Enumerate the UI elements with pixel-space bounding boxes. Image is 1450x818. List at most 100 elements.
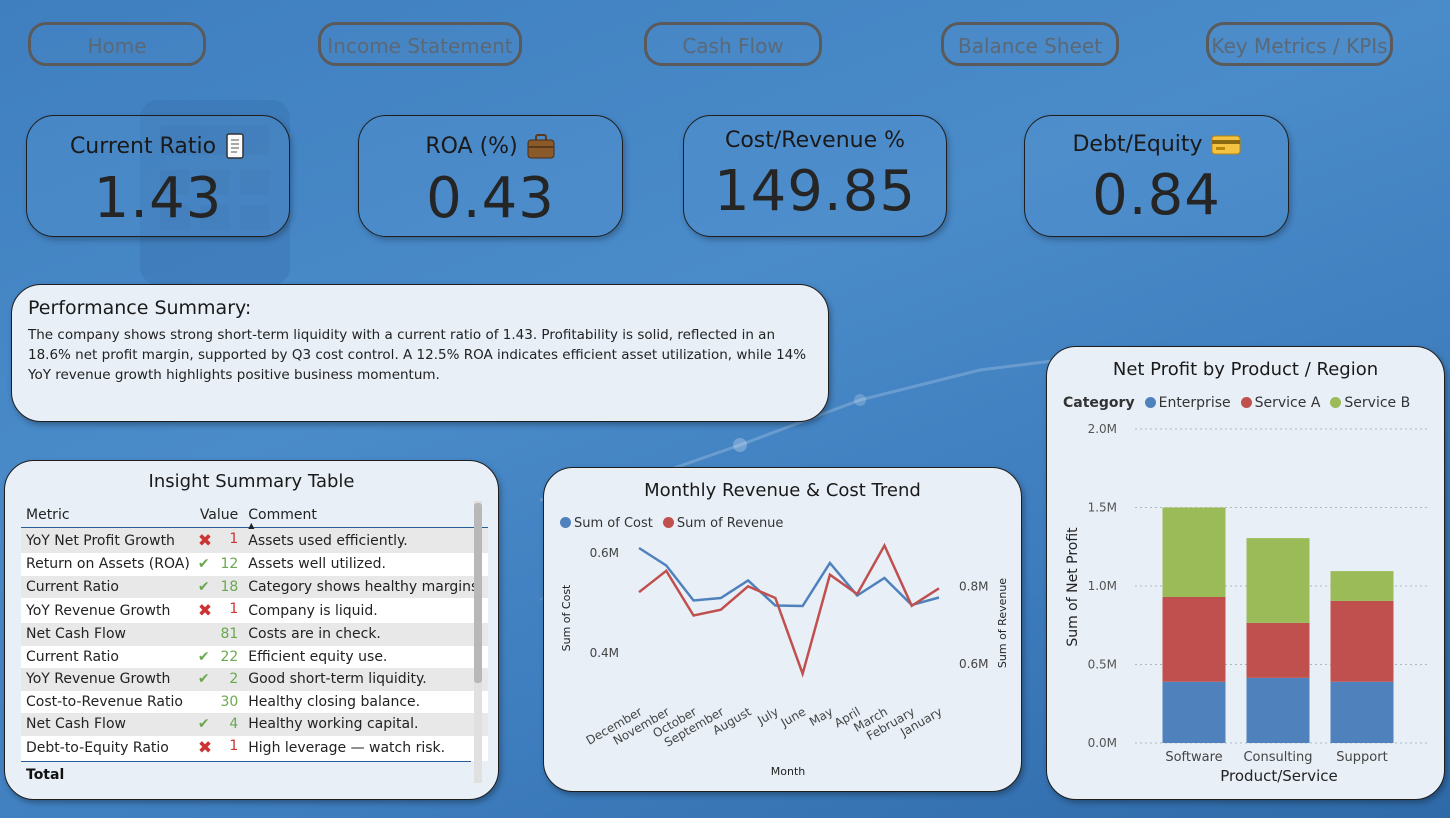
legend-dot-service-b <box>1330 397 1342 408</box>
bar-segment-consulting-enterprise[interactable] <box>1246 677 1310 743</box>
legend-item-enterprise[interactable]: Enterprise <box>1144 395 1231 411</box>
kpi-value: 0.43 <box>426 166 555 231</box>
value-number: 4 <box>229 716 239 733</box>
legend-title: Category <box>1063 395 1135 411</box>
cell-metric: Return on Assets (ROA) <box>21 553 195 576</box>
cell-comment: Efficient equity use. <box>243 645 488 668</box>
bar-segment-software-enterprise[interactable] <box>1162 681 1226 743</box>
table-row[interactable]: Return on Assets (ROA) ✔ 12 Assets well uti… <box>21 553 488 576</box>
legend-dot-enterprise <box>1144 397 1156 408</box>
nav-cash-flow-button[interactable]: Cash Flow <box>644 22 822 66</box>
summary-text: The company shows strong short-term liqu… <box>28 327 807 383</box>
nav-balance-sheet-button[interactable]: Balance Sheet <box>941 22 1119 66</box>
cell-value: ✔ 12 <box>194 553 244 576</box>
legend-dot-cost <box>560 517 571 528</box>
table-row[interactable]: YoY Net Profit Growth ✖ 1 Assets used effic… <box>21 527 488 553</box>
right-axis-title: Sum of Revenue <box>996 578 1009 668</box>
cell-metric: YoY Revenue Growth <box>21 668 195 691</box>
trend-chart-legend: Sum of Cost Sum of Revenue <box>560 516 783 531</box>
column-header-comment-label: Comment <box>248 507 317 523</box>
legend-label-service-a: Service A <box>1254 395 1321 411</box>
cell-comment: Healthy working capital. <box>243 713 488 736</box>
cell-comment: Healthy closing balance. <box>243 690 488 713</box>
nav-income-statement-button[interactable]: Income Statement <box>318 22 522 66</box>
x-axis-tick: June <box>778 704 809 730</box>
table-scrollbar[interactable] <box>474 501 482 783</box>
legend-label-revenue: Sum of Revenue <box>676 516 784 531</box>
cell-value: 30 <box>194 690 244 713</box>
cell-metric: Cost-to-Revenue Ratio <box>21 690 195 713</box>
bar-segment-software-service-b[interactable] <box>1162 507 1226 597</box>
insight-table-container[interactable]: Metric Value Comment ▲ YoY Net Profit Gro… <box>21 501 488 761</box>
y-axis-tick: 1.0M <box>1088 579 1117 593</box>
cell-value: ✖ 1 <box>194 598 244 623</box>
cell-value: ✔ 18 <box>194 575 244 598</box>
table-row[interactable]: Cost-to-Revenue Ratio 30 Healthy closing b… <box>21 690 488 713</box>
y-axis-tick: 2.0M <box>1088 422 1117 436</box>
table-row[interactable]: Debt-to-Equity Ratio ✖ 1 High leverage — wa… <box>21 735 488 761</box>
nav-key-metrics-button[interactable]: Key Metrics / KPIs <box>1206 22 1393 66</box>
series-line-revenue[interactable] <box>638 542 940 678</box>
value-number: 30 <box>220 693 239 710</box>
y-axis-tick: 1.5M <box>1088 501 1117 515</box>
bar-segment-support-service-a[interactable] <box>1330 600 1394 682</box>
check-icon: ✔ <box>197 556 210 573</box>
legend-item-cost[interactable]: Sum of Cost <box>560 516 653 531</box>
column-header-comment[interactable]: Comment ▲ <box>243 501 488 530</box>
nav-home-button[interactable]: Home <box>28 22 206 66</box>
insight-table-title: Insight Summary Table <box>148 471 355 492</box>
legend-label-enterprise: Enterprise <box>1158 395 1231 411</box>
kpi-title: Current Ratio <box>69 133 217 159</box>
cell-metric: Net Cash Flow <box>21 713 195 736</box>
table-row[interactable]: YoY Revenue Growth ✖ 1 Company is liquid. <box>21 598 488 623</box>
table-row[interactable]: Net Cash Flow 81 Costs are in check. <box>21 623 488 646</box>
kpi-title: ROA (%) <box>425 133 518 159</box>
x-axis-tick: Consulting <box>1243 750 1312 765</box>
insight-table: Metric Value Comment ▲ YoY Net Profit Gro… <box>21 501 488 761</box>
cell-comment: Assets used efficiently. <box>243 527 488 553</box>
briefcase-icon <box>527 134 555 159</box>
column-header-value[interactable]: Value <box>194 501 244 528</box>
series-line-cost[interactable] <box>638 546 940 608</box>
y-axis-tick: 0.0M <box>1088 736 1117 750</box>
legend-label-service-b: Service B <box>1344 395 1411 411</box>
y-axis-tick: 0.5M <box>1088 658 1117 672</box>
trend-chart-title: Monthly Revenue & Cost Trend <box>644 480 921 501</box>
credit-card-icon <box>1211 135 1241 154</box>
kpi-card-current-ratio: Current Ratio 1.43 <box>26 115 290 237</box>
cell-comment: Costs are in check. <box>243 623 488 646</box>
table-row[interactable]: Net Cash Flow ✔ 4 Healthy working capital. <box>21 713 488 736</box>
scroll-icon <box>226 133 244 159</box>
table-row[interactable]: Current Ratio ✔ 22 Efficient equity use. <box>21 645 488 668</box>
right-axis-tick: 0.8M <box>959 579 988 593</box>
bar-segment-consulting-service-a[interactable] <box>1246 622 1310 678</box>
cell-metric: Net Cash Flow <box>21 623 195 646</box>
legend-item-revenue[interactable]: Sum of Revenue <box>662 516 784 531</box>
kpi-title: Cost/Revenue % <box>724 128 906 153</box>
kpi-value: 0.84 <box>1092 163 1221 228</box>
cell-value: ✖ 1 <box>194 735 244 761</box>
legend-item-service-b[interactable]: Service B <box>1330 395 1410 411</box>
cell-comment: Assets well utilized. <box>243 553 488 576</box>
bar-segment-consulting-service-b[interactable] <box>1246 538 1310 623</box>
bar-segment-software-service-a[interactable] <box>1162 596 1226 682</box>
table-row[interactable]: Current Ratio ✔ 18 Category shows healthy m… <box>21 575 488 598</box>
scrollbar-thumb[interactable] <box>474 503 482 683</box>
x-axis-title: Product/Service <box>1220 767 1337 785</box>
cell-value: ✔ 4 <box>194 713 244 736</box>
insight-table-panel: Insight Summary Table Metric Value Comme… <box>4 460 499 800</box>
legend-dot-service-a <box>1240 397 1252 408</box>
table-row[interactable]: YoY Revenue Growth ✔ 2 Good short-term liqu… <box>21 668 488 691</box>
net-profit-legend: Category Enterprise Service A Service B <box>1063 395 1410 411</box>
cell-value: 81 <box>194 623 244 646</box>
cross-icon: ✖ <box>197 600 213 621</box>
bar-segment-support-enterprise[interactable] <box>1330 681 1394 743</box>
legend-label-cost: Sum of Cost <box>574 516 653 531</box>
column-header-metric[interactable]: Metric <box>21 501 195 528</box>
kpi-value: 1.43 <box>93 166 223 231</box>
cell-value: ✔ 2 <box>194 668 244 691</box>
left-axis-tick: 0.4M <box>590 646 619 660</box>
bar-segment-support-service-b[interactable] <box>1330 571 1394 601</box>
legend-item-service-a[interactable]: Service A <box>1240 395 1321 411</box>
table-total-row: Total <box>21 761 471 788</box>
